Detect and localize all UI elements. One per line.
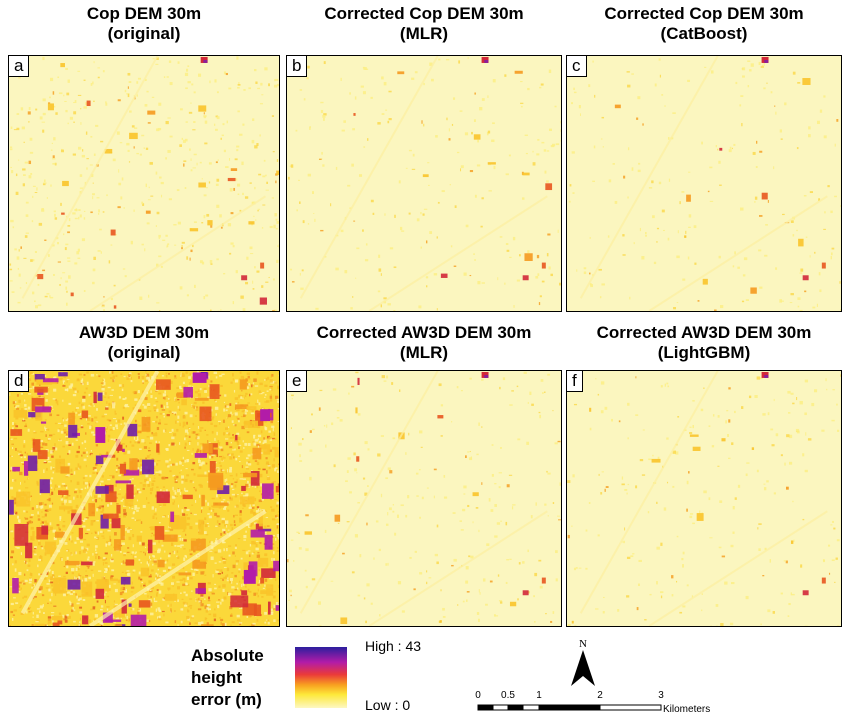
legend-title-line3: error (m) (191, 689, 264, 711)
panel-b-title-line1: Corrected Cop DEM 30m (286, 4, 562, 24)
map-raster-b (287, 56, 561, 311)
panel-e-title-line2: (MLR) (286, 343, 562, 363)
map-panel-b: b (286, 55, 562, 312)
panel-c-title-line1: Corrected Cop DEM 30m (566, 4, 842, 24)
panel-f-title-line1: Corrected AW3D DEM 30m (566, 323, 842, 343)
legend-title: Absolute height error (m) (191, 645, 264, 711)
scale-unit: Kilometers (663, 704, 710, 715)
panel-a-letter: a (9, 56, 29, 77)
panel-c-title-line2: (CatBoost) (566, 24, 842, 44)
scale-tick-0-5: 0.5 (501, 690, 515, 701)
panel-f-title-line2: (LightGBM) (566, 343, 842, 363)
scale-tick-0: 0 (475, 690, 481, 701)
panel-e-title: Corrected AW3D DEM 30m (MLR) (286, 323, 562, 363)
legend-high-label: High : 43 (365, 638, 421, 654)
panel-c-letter: c (567, 56, 587, 77)
panel-f-title: Corrected AW3D DEM 30m (LightGBM) (566, 323, 842, 363)
panel-a-title-line2: (original) (8, 24, 280, 44)
legend-low-label: Low : 0 (365, 697, 410, 713)
panel-b-letter: b (287, 56, 307, 77)
panel-a-title: Cop DEM 30m (original) (8, 4, 280, 44)
north-arrow: N (568, 636, 598, 692)
map-panel-f: f (566, 370, 842, 627)
map-panel-c: c (566, 55, 842, 312)
panel-c-title: Corrected Cop DEM 30m (CatBoost) (566, 4, 842, 44)
panel-d-title-line2: (original) (8, 343, 280, 363)
panel-e-letter: e (287, 371, 307, 392)
panel-d-title-line1: AW3D DEM 30m (8, 323, 280, 343)
map-raster-f (567, 371, 841, 626)
map-raster-a (9, 56, 279, 311)
scale-bar: 0 0.5 1 2 3 Kilometers (470, 688, 730, 715)
map-raster-e (287, 371, 561, 626)
panel-d-title: AW3D DEM 30m (original) (8, 323, 280, 363)
scale-tick-3: 3 (658, 690, 664, 701)
panel-a-title-line1: Cop DEM 30m (8, 4, 280, 24)
scale-tick-1: 1 (536, 690, 542, 701)
legend-title-line2: height (191, 667, 264, 689)
panel-b-title: Corrected Cop DEM 30m (MLR) (286, 4, 562, 44)
north-arrow-label: N (579, 638, 587, 650)
panel-d-letter: d (9, 371, 29, 392)
panel-e-title-line1: Corrected AW3D DEM 30m (286, 323, 562, 343)
panel-b-title-line2: (MLR) (286, 24, 562, 44)
panel-f-letter: f (567, 371, 583, 392)
map-panel-d: d (8, 370, 280, 627)
legend-color-ramp (295, 647, 347, 708)
legend-title-line1: Absolute (191, 645, 264, 667)
map-panel-a: a (8, 55, 280, 312)
map-panel-e: e (286, 370, 562, 627)
map-raster-c (567, 56, 841, 311)
north-arrow-icon (571, 650, 595, 686)
map-raster-d (9, 371, 279, 626)
scale-tick-2: 2 (597, 690, 603, 701)
